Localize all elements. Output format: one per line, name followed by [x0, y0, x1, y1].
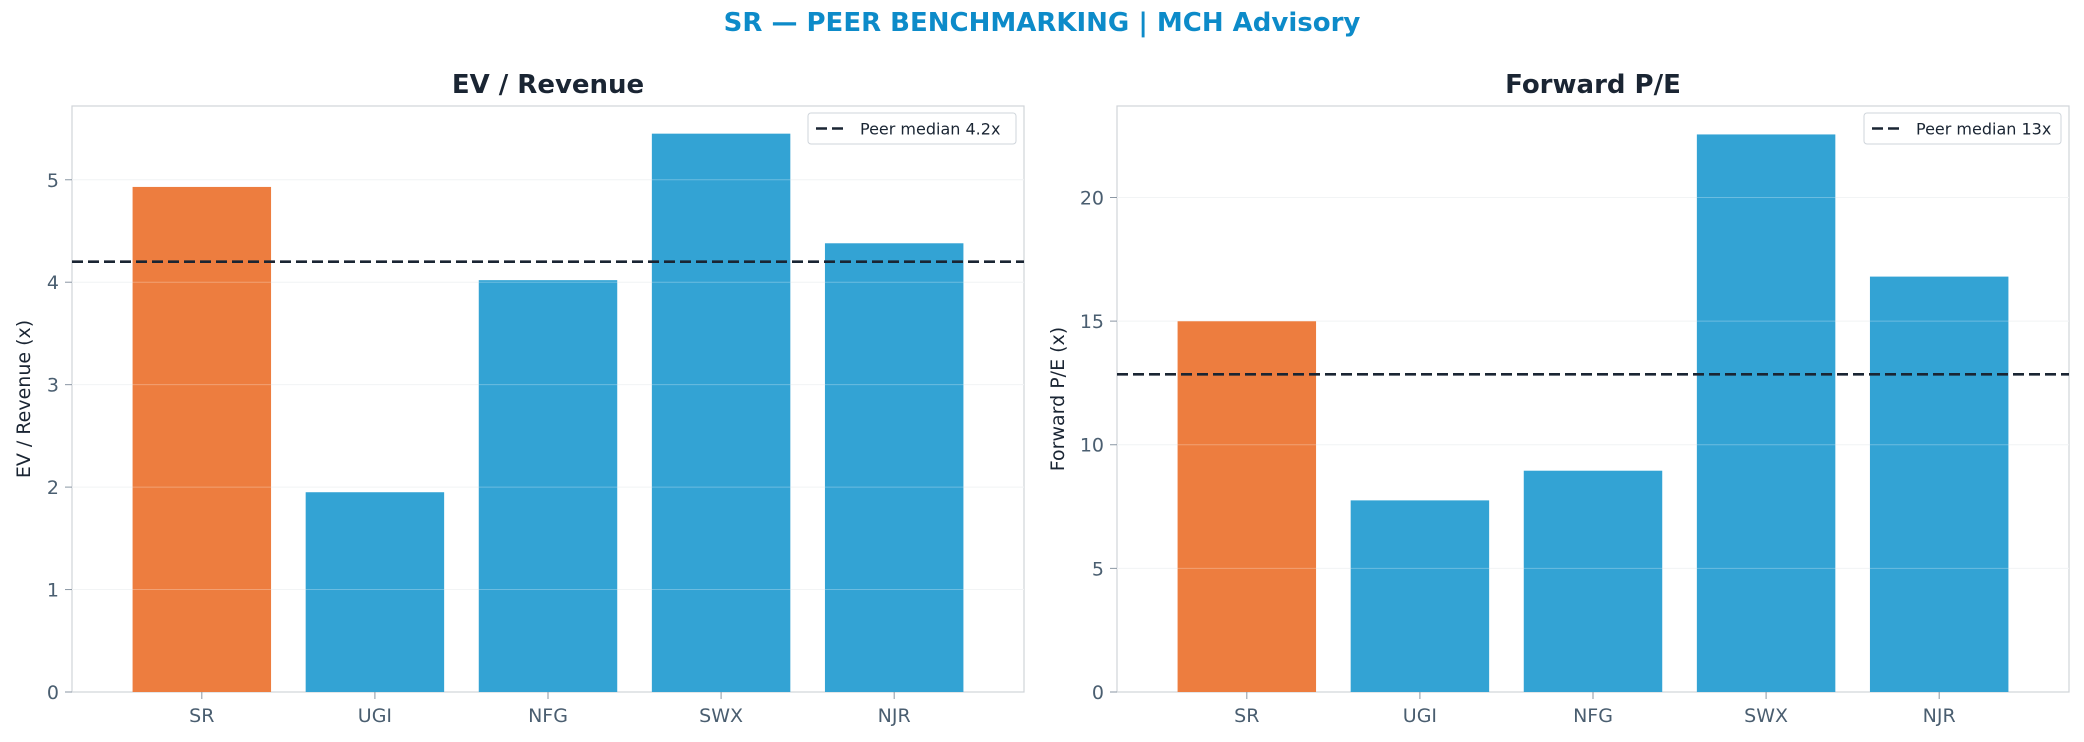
x-tick-label: SR — [189, 705, 214, 727]
y-tick-label: 10 — [1080, 435, 1104, 457]
y-axis-title: Forward P/E (x) — [1047, 327, 1069, 471]
legend-label: Peer median 4.2x — [860, 120, 1000, 139]
y-tick-label: 5 — [47, 170, 59, 192]
bar-nfg — [1523, 470, 1663, 692]
x-tick-label: NFG — [1573, 705, 1613, 727]
y-tick-label: 2 — [47, 477, 59, 499]
chart-title: Forward P/E — [1505, 70, 1681, 100]
x-tick-label: UGI — [358, 705, 392, 727]
legend-box — [807, 112, 1017, 145]
legend-box — [1863, 112, 2062, 145]
x-tick-label: NJR — [878, 705, 911, 727]
bar-njr — [1869, 276, 2009, 692]
bar-sr — [132, 186, 272, 692]
y-tick-label: 0 — [1092, 682, 1104, 704]
x-tick-label: UGI — [1403, 705, 1437, 727]
y-tick-label: 0 — [47, 682, 59, 704]
y-axis-title: EV / Revenue (x) — [13, 320, 35, 478]
bar-nfg — [478, 280, 618, 692]
legend-label: Peer median 13x — [1916, 120, 2051, 139]
bar-swx — [651, 133, 791, 693]
y-tick-label: 5 — [1092, 558, 1104, 580]
x-tick-label: NFG — [528, 705, 568, 727]
x-tick-label: NJR — [1923, 705, 1956, 727]
y-tick-label: 4 — [47, 272, 59, 294]
bar-njr — [824, 243, 964, 692]
chart-ev-revenue: 0 1 2 3 4 5 SR UGI NFG SWX NJR EV / Revenue EV / Rev… — [13, 70, 1025, 727]
x-tick-label: SR — [1234, 705, 1259, 727]
x-tick-label: SWX — [699, 705, 743, 727]
x-tick-label: SWX — [1744, 705, 1788, 727]
y-tick-label: 20 — [1080, 187, 1104, 209]
y-tick-label: 1 — [47, 580, 59, 602]
figure-title: SR — PEER BENCHMARKING | MCH Advisory — [723, 8, 1361, 38]
bar-sr — [1177, 321, 1317, 692]
bar-swx — [1696, 134, 1836, 693]
chart-title: EV / Revenue — [452, 70, 644, 100]
bar-ugi — [305, 492, 445, 692]
chart-forward-pe: 0 5 10 15 20 SR UGI NFG SWX NJR Forward P/E Forward… — [1047, 70, 2070, 727]
y-tick-label: 3 — [47, 375, 59, 397]
bar-ugi — [1350, 500, 1490, 692]
y-tick-label: 15 — [1080, 311, 1104, 333]
